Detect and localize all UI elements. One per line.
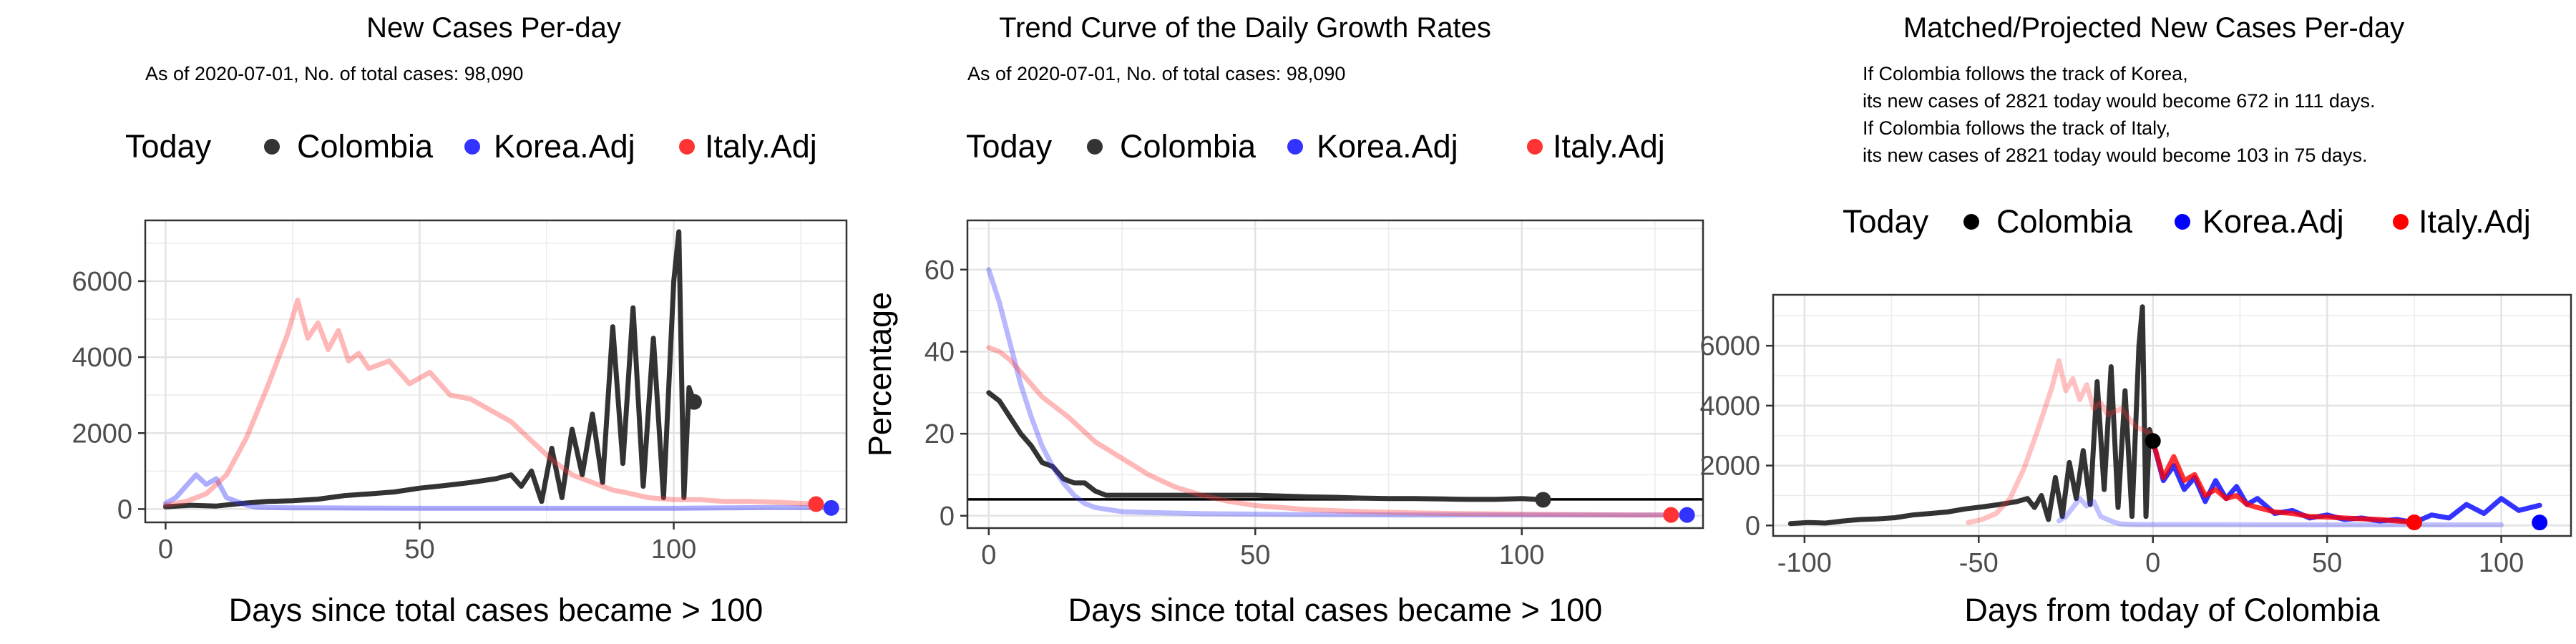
legend-key-korea-adj [464,139,480,155]
y-tick-label: 2000 [1699,452,1760,482]
legend-title: Today [125,128,212,165]
legend-key-korea-adj [2175,214,2190,230]
legend-key-italy-adj [679,139,695,155]
series-line-colombia [986,390,1546,502]
x-tick-label: 0 [2145,548,2160,578]
legend-entry: Italy.Adj [1553,128,1665,165]
y-tick-label: 4000 [72,343,132,373]
legend: Today Colombia Korea.Adj Italy.Adj [125,128,817,165]
y-tick-label: 0 [1745,511,1760,541]
chart-subtitle-line: its new cases of 2821 today would become… [1863,145,2367,166]
legend: Today Colombia Korea.Adj Italy.Adj [1843,203,2531,240]
gridlines [967,220,1703,528]
today-point-italy-adj [1663,507,1679,523]
x-tick-label: 0 [158,535,173,565]
series-line-italy-adj-history [1966,358,2156,525]
chart-title: Trend Curve of the Daily Growth Rates [999,12,1491,44]
legend-title: Today [966,128,1053,165]
today-point-italy-adj [808,496,824,512]
today-point-korea-adj [2532,514,2548,531]
series-line-italy-adj [986,345,1674,518]
series-line-korea-adj-history [2056,496,2504,527]
legend-key-colombia [1087,139,1103,155]
series-line-korea-adj [162,472,834,511]
x-tick-label: 100 [1499,540,1544,570]
chart-title: Matched/Projected New Cases Per-day [1903,12,2404,44]
legend-entry: Colombia [297,128,434,165]
legend-entry: Korea.Adj [494,128,635,165]
y-tick-label: 2000 [72,419,132,449]
y-tick-label: 6000 [72,267,132,297]
legend: Today Colombia Korea.Adj Italy.Adj [966,128,1665,165]
x-axis-label: Days since total cases became > 100 [1068,592,1603,628]
x-tick-label: 50 [1240,540,1270,570]
x-tick-label: 50 [404,535,434,565]
series-line-korea-adj [986,267,1690,518]
plot-border [966,219,1704,530]
legend-entry: Italy.Adj [705,128,817,165]
y-axis-label: Percentage [862,292,898,457]
series-line-colombia [1787,304,2156,527]
x-tick-label: 50 [2312,548,2342,578]
chart-panel-2: Trend Curve of the Daily Growth Rates As … [862,12,1704,628]
x-tick-label: 100 [2479,548,2524,578]
gridlines [145,220,847,522]
x-tick-label: -50 [1959,548,1999,578]
chart-panel-1: New Cases Per-day As of 2020-07-01, No. o… [72,12,848,628]
legend-key-italy-adj [2393,214,2409,230]
legend-entry: Korea.Adj [2202,203,2344,240]
chart-subtitle-line: If Colombia follows the track of Italy, [1863,117,2170,139]
plot-area [967,220,1703,528]
chart-subtitle-line: As of 2020-07-01, No. of total cases: 98… [967,63,1345,84]
y-tick-label: 6000 [1699,331,1760,361]
legend-title: Today [1843,203,1929,240]
series-line-colombia [162,229,697,509]
x-axis-label: Days since total cases became > 100 [229,592,763,628]
chart-subtitle-line: its new cases of 2821 today would become… [1863,90,2375,112]
today-point-italy-adj [2406,514,2422,531]
legend-entry: Italy.Adj [2419,203,2531,240]
x-tick-label: 100 [651,535,696,565]
today-point-korea-adj [823,499,839,516]
x-tick-label: 0 [981,540,996,570]
legend-key-colombia [1963,214,1979,230]
legend-entry: Korea.Adj [1317,128,1458,165]
x-tick-label: -100 [1777,548,1832,578]
legend-entry: Colombia [1120,128,1257,165]
y-tick-label: 40 [924,337,955,367]
today-point-colombia [1535,492,1551,508]
legend-key-colombia [264,139,280,155]
y-tick-label: 0 [117,494,132,525]
series-line-italy-adj [162,298,819,508]
y-tick-label: 60 [924,255,955,286]
legend-key-italy-adj [1527,139,1543,155]
chart-title: New Cases Per-day [366,12,621,44]
plot-border [1772,293,2572,537]
legend-entry: Colombia [1996,203,2133,240]
y-tick-label: 4000 [1699,391,1760,421]
chart-panel-3: Matched/Projected New Cases Per-day If Co… [1699,12,2572,628]
today-point-colombia [2145,433,2161,449]
series-line-italy-adj [2150,438,2417,525]
plot-area [1773,295,2571,536]
legend-key-korea-adj [1287,139,1303,155]
today-point-colombia [686,394,702,410]
chart-subtitle-line: If Colombia follows the track of Korea, [1863,63,2188,84]
x-axis-label: Days from today of Colombia [1964,592,2380,628]
y-tick-label: 20 [924,419,955,449]
y-tick-label: 0 [940,502,955,532]
plot-border [144,219,848,524]
chart-subtitle-line: As of 2020-07-01, No. of total cases: 98… [145,63,523,84]
plot-area [145,220,847,522]
today-point-korea-adj [1679,507,1695,523]
